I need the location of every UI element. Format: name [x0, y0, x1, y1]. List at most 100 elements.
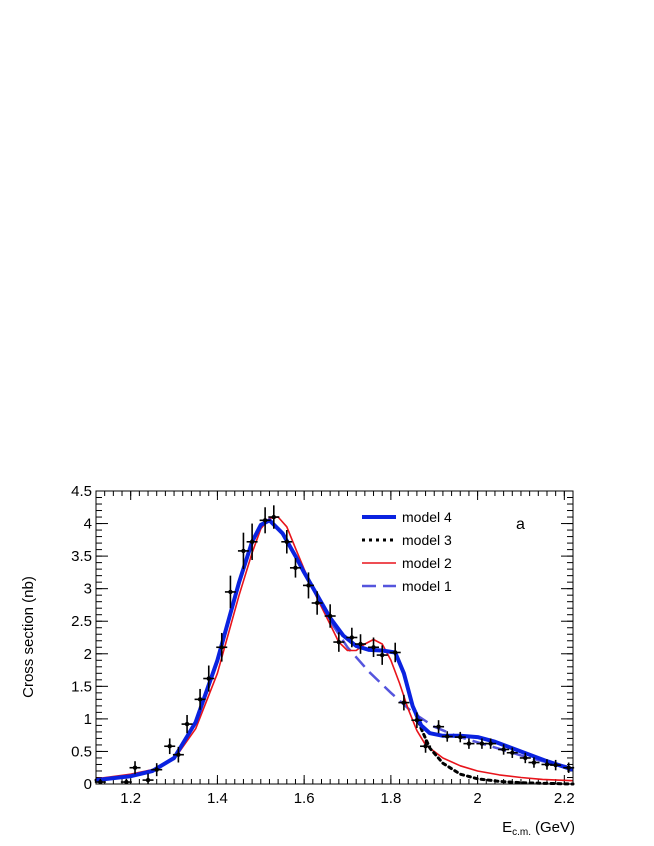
point-marker [523, 755, 528, 761]
x-tick-label: 1.2 [120, 790, 141, 807]
point-marker [458, 734, 463, 740]
data-point [120, 778, 132, 785]
point-marker [284, 539, 289, 544]
data-point [302, 572, 314, 599]
point-marker [544, 762, 550, 767]
data-point [411, 712, 423, 729]
data-point [333, 632, 345, 652]
model-curves [94, 516, 575, 786]
point-marker [314, 600, 320, 606]
data-point [485, 738, 497, 749]
data-point [398, 694, 410, 711]
curve-model-4 [95, 518, 574, 783]
data-point [420, 739, 432, 753]
data-point [376, 645, 388, 665]
y-axis-title: Cross section (nb) [20, 576, 37, 698]
data-point [281, 530, 293, 554]
point-marker [401, 700, 407, 705]
data-points [94, 505, 575, 785]
data-point [129, 761, 141, 775]
point-marker [167, 744, 172, 749]
data-point [368, 637, 380, 658]
y-tick-label: 1.5 [71, 678, 92, 695]
point-marker [566, 765, 571, 770]
point-marker [553, 762, 558, 768]
point-marker [98, 779, 103, 785]
data-point [224, 575, 236, 609]
point-marker [414, 717, 420, 723]
y-tick-label: 2 [84, 646, 92, 663]
data-point [268, 505, 280, 529]
data-point [454, 731, 466, 743]
point-marker [176, 752, 181, 757]
y-tick-label: 2.5 [71, 613, 92, 630]
y-tick-label: 0 [84, 776, 92, 793]
legend-label-model-2: model 2 [402, 555, 452, 571]
point-marker [219, 645, 224, 650]
point-marker [436, 724, 441, 729]
data-point [311, 591, 323, 615]
point-marker [336, 639, 342, 645]
data-point [164, 738, 176, 755]
point-marker [145, 777, 151, 783]
curve-model-2 [95, 516, 574, 782]
data-point [563, 762, 575, 773]
x-tick-label: 1.4 [207, 790, 228, 807]
data-point [441, 731, 453, 742]
y-tick-label: 4.5 [71, 483, 92, 500]
panel-label: a [516, 516, 525, 533]
x-tick-label: 2.2 [554, 790, 575, 807]
point-marker [510, 750, 515, 755]
point-marker [466, 741, 472, 746]
point-marker [154, 767, 159, 772]
data-point [237, 532, 249, 570]
x-tick-label: 1.6 [294, 790, 315, 807]
point-marker [445, 734, 450, 739]
x-axis-title-sub: c.m. [512, 827, 531, 838]
point-marker [371, 645, 376, 650]
point-marker [206, 676, 211, 681]
data-point [194, 688, 206, 710]
point-marker [488, 741, 493, 746]
data-point [259, 507, 271, 534]
y-tick-label: 3.5 [71, 548, 92, 565]
point-marker [293, 565, 298, 571]
data-point [142, 773, 154, 784]
point-marker [271, 514, 276, 520]
point-marker [249, 539, 255, 544]
point-marker [262, 518, 268, 523]
x-axis-title: Ec.m. (GeV) [502, 819, 575, 838]
y-tick-label: 0.5 [71, 743, 92, 760]
legend-label-model-3: model 3 [402, 532, 452, 548]
data-point [181, 714, 193, 734]
point-marker [479, 741, 485, 746]
data-point [289, 558, 301, 578]
point-marker [327, 613, 333, 619]
data-point [550, 759, 562, 771]
y-tick-label: 1 [84, 711, 92, 728]
x-tick-labels: 1.2 1.4 1.6 1.8 2 2.2 [120, 790, 574, 807]
data-point [433, 720, 445, 734]
x-tick-label: 2 [473, 790, 481, 807]
data-point [355, 634, 367, 654]
point-marker [124, 779, 129, 785]
data-point [463, 738, 475, 749]
data-point [519, 752, 531, 764]
plot-frame [95, 490, 574, 785]
point-marker [380, 652, 385, 658]
data-point [389, 642, 401, 663]
point-marker [531, 760, 537, 765]
point-marker [241, 548, 246, 554]
data-point [94, 778, 106, 785]
axis-ticks [95, 490, 574, 785]
point-marker [197, 697, 203, 702]
point-marker [306, 583, 311, 588]
y-tick-labels: 0 0.5 1 1.5 2 2.5 3 3.5 4 4.5 [71, 483, 92, 793]
data-point [528, 757, 540, 768]
point-marker [228, 589, 233, 595]
y-tick-label: 4 [84, 516, 92, 533]
point-marker [349, 635, 355, 640]
point-marker [358, 641, 363, 647]
x-axis-title-unit: (GeV) [535, 819, 575, 836]
